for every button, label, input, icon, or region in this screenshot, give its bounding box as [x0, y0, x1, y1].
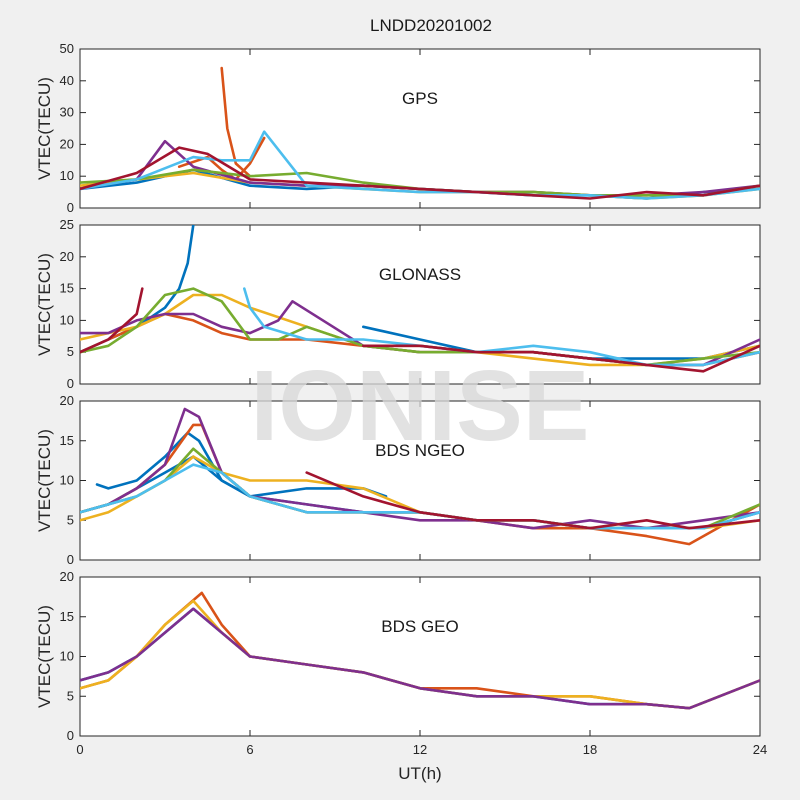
- series-group: [80, 591, 760, 710]
- y-tick-label: 10: [60, 649, 74, 664]
- x-axis-label: UT(h): [398, 764, 441, 783]
- panel-label: BDS GEO: [381, 617, 458, 636]
- y-tick-label: 10: [60, 168, 74, 183]
- y-tick-label: 0: [67, 552, 74, 567]
- y-tick-label: 20: [60, 569, 74, 584]
- y-tick-label: 40: [60, 73, 74, 88]
- series-group: [80, 407, 760, 546]
- y-tick-label: 15: [60, 433, 74, 448]
- x-tick-label: 18: [583, 742, 597, 757]
- series-line-7: [80, 287, 144, 354]
- y-tick-label: 5: [67, 688, 74, 703]
- panel-label: GPS: [402, 89, 438, 108]
- y-tick-label: 5: [67, 512, 74, 527]
- panel-bds-geo: 0 5 10 15 20 0 6 12 18 24 BDS GEO VTEC(TECU): [35, 569, 767, 757]
- y-tick-label: 10: [60, 312, 74, 327]
- series-line-7: [305, 471, 760, 530]
- y-tick-label: 0: [67, 728, 74, 743]
- panel-label: GLONASS: [379, 265, 461, 284]
- y-axis-label: VTEC(TECU): [35, 605, 54, 708]
- panel-gps: 0 10 20 30 40 50 GPS VTEC(TECU): [35, 41, 761, 215]
- y-axis-label: VTEC(TECU): [35, 253, 54, 356]
- y-tick-label: 15: [60, 281, 74, 296]
- y-tick-label: 30: [60, 105, 74, 120]
- y-axis-label: VTEC(TECU): [35, 77, 54, 180]
- axes-box: [79, 576, 761, 737]
- panel-label: BDS NGEO: [375, 441, 465, 460]
- x-tick-label: 6: [246, 742, 253, 757]
- y-tick-label: 5: [67, 344, 74, 359]
- series-line-3: [80, 607, 760, 710]
- series-group: [80, 225, 760, 373]
- y-tick-label: 15: [60, 609, 74, 624]
- x-tick-label: 0: [76, 742, 83, 757]
- series-group: [80, 66, 760, 200]
- axes-box: [79, 48, 761, 209]
- panel-glonass: 0 5 10 15 20 25 GLONASS VTEC(TECU): [35, 217, 761, 391]
- y-tick-label: 50: [60, 41, 74, 56]
- series-line-6: [80, 463, 760, 530]
- y-tick-label: 0: [67, 200, 74, 215]
- y-axis-label: VTEC(TECU): [35, 429, 54, 532]
- series-line-8: [361, 344, 760, 373]
- y-tick-label: 0: [67, 376, 74, 391]
- x-tick-label: 12: [413, 742, 427, 757]
- y-tick-label: 10: [60, 473, 74, 488]
- panels: 01020304050GPSVTEC(TECU)0510152025GLONAS…: [35, 41, 767, 757]
- series-line-2: [220, 66, 252, 178]
- y-tick-label: 25: [60, 217, 74, 232]
- panel-bds-ngeo: 0 5 10 15 20 BDS NGEO VTEC(TECU): [35, 393, 761, 567]
- y-tick-label: 20: [60, 393, 74, 408]
- y-tick-label: 20: [60, 249, 74, 264]
- series-line-1: [95, 431, 388, 498]
- y-tick-label: 20: [60, 136, 74, 151]
- series-line-7: [80, 146, 760, 200]
- watermark: IONISE: [251, 350, 590, 462]
- figure-title: LNDD20201002: [370, 16, 492, 35]
- series-line-6: [80, 130, 760, 200]
- series-line-4: [80, 407, 760, 530]
- x-tick-label: 24: [753, 742, 767, 757]
- axes-box: [79, 400, 761, 561]
